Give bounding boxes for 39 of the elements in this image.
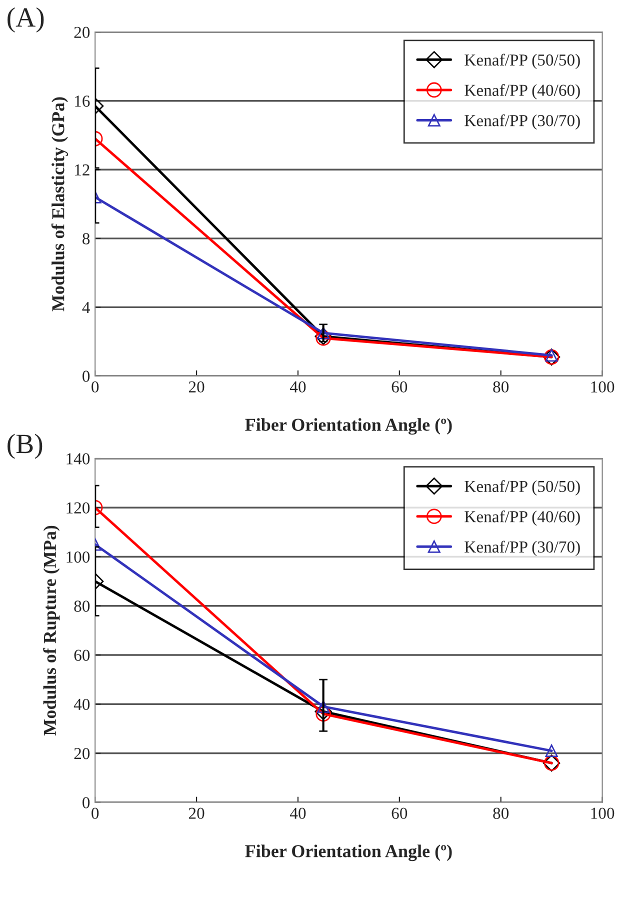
y-tick-label: 16: [75, 96, 90, 107]
y-tick-label: 100: [66, 551, 90, 563]
y-tick-label: 80: [74, 600, 90, 612]
x-tick-label: 60: [392, 808, 408, 819]
y-tick-label: 40: [74, 698, 90, 710]
chart-title: (B): [8, 434, 42, 459]
legend-label: Kenaf/PP (30/70): [464, 540, 580, 556]
x-tick-label: 40: [290, 808, 306, 819]
legend-label: Kenaf/PP (40/60): [464, 84, 580, 100]
y-tick-label: 0: [82, 797, 90, 808]
legend-label: Kenaf/PP (50/50): [464, 54, 580, 70]
x-tick-label: 60: [392, 381, 408, 393]
y-axis-title: Modulus of Rupture (MPa): [43, 526, 60, 736]
x-tick-label: 0: [92, 381, 99, 393]
x-tick-label: 40: [290, 381, 306, 393]
y-axis-title: Modulus of Elasticity (GPa): [51, 97, 68, 312]
y-tick-label: 20: [74, 26, 90, 38]
y-tick-label: 20: [74, 748, 90, 760]
y-tick-label: 12: [75, 164, 90, 176]
x-tick-label: 100: [591, 808, 614, 819]
x-tick-label: 80: [493, 808, 509, 819]
legend-label: Kenaf/PP (40/60): [464, 510, 580, 526]
x-tick-label: 100: [591, 381, 614, 393]
x-tick-label: 20: [188, 381, 204, 393]
y-tick-label: 0: [82, 370, 90, 382]
y-tick-label: 8: [82, 233, 90, 244]
x-axis-title: Fiber Orientation Angle (º): [245, 418, 452, 435]
x-tick-label: 20: [188, 808, 204, 819]
y-tick-label: 120: [66, 502, 90, 514]
legend-label: Kenaf/PP (50/50): [464, 480, 580, 496]
y-tick-label: 140: [66, 453, 90, 464]
legend-label: Kenaf/PP (30/70): [464, 114, 580, 130]
chart-title: (A): [8, 7, 44, 33]
point: [545, 744, 558, 758]
x-tick-label: 0: [92, 808, 99, 819]
x-axis-title: Fiber Orientation Angle (º): [245, 844, 452, 862]
y-tick-label: 4: [82, 302, 90, 313]
y-tick-label: 60: [74, 650, 90, 661]
x-tick-label: 80: [493, 381, 509, 393]
